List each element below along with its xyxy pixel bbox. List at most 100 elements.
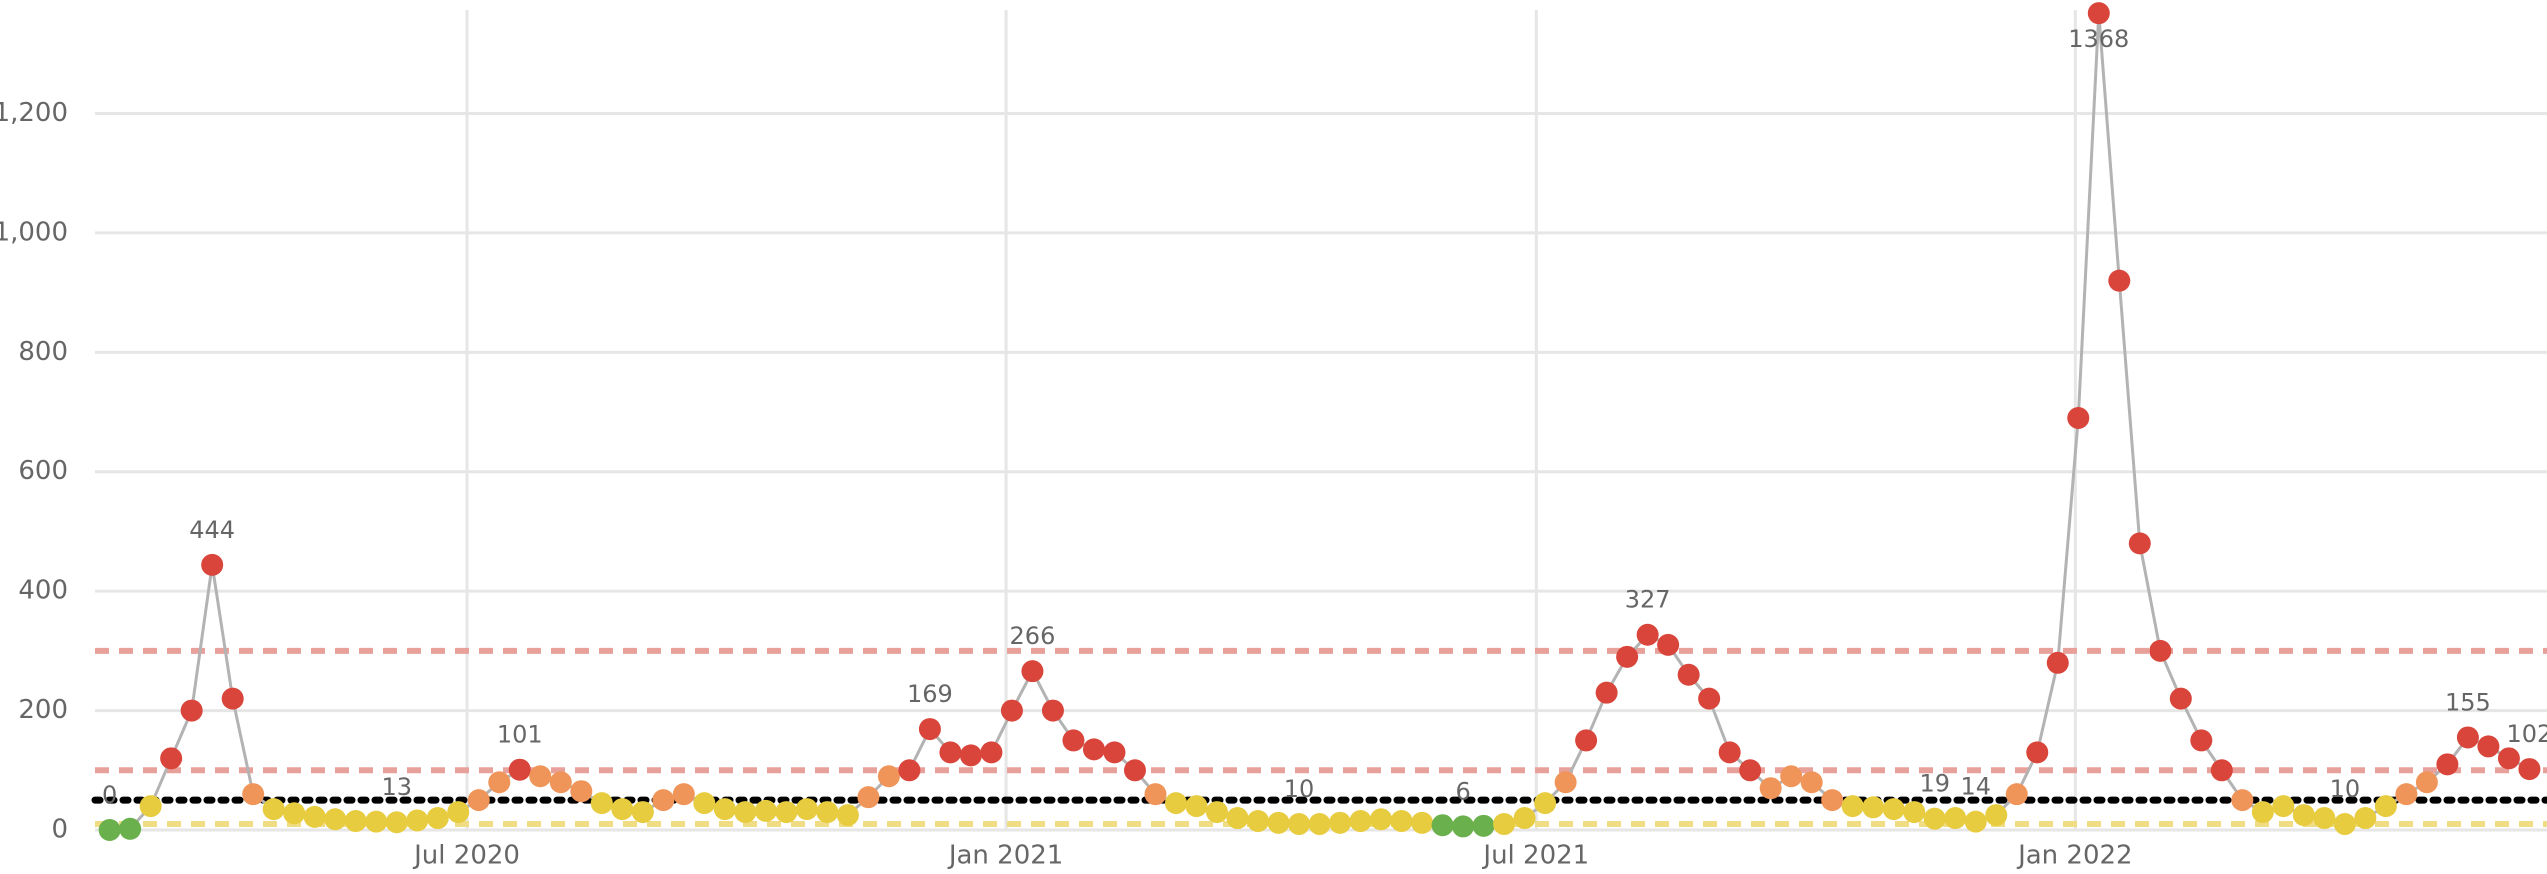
data-point xyxy=(201,553,224,576)
data-point xyxy=(406,809,429,832)
data-point xyxy=(2251,801,2274,824)
data-point xyxy=(2497,747,2520,770)
data-point xyxy=(1821,789,1844,812)
data-label: 1368 xyxy=(2068,25,2129,53)
data-point xyxy=(1226,807,1249,830)
data-point xyxy=(1390,810,1413,833)
data-label: 10 xyxy=(2330,775,2361,803)
data-point xyxy=(1308,813,1331,836)
data-point xyxy=(2067,407,2090,429)
data-point xyxy=(1882,798,1905,821)
data-point xyxy=(1123,759,1146,782)
data-point xyxy=(980,741,1003,764)
x-tick-label: Jul 2020 xyxy=(412,841,520,871)
data-label: 0 xyxy=(102,781,117,809)
data-point xyxy=(221,687,244,710)
data-point xyxy=(1472,814,1495,837)
data-point xyxy=(1575,729,1598,752)
data-point xyxy=(590,792,613,815)
data-point xyxy=(1370,808,1393,831)
data-point xyxy=(2108,269,2131,292)
data-point xyxy=(1944,807,1967,830)
y-tick-label: 0 xyxy=(51,815,68,845)
data-point xyxy=(160,747,183,770)
y-tick-label: 800 xyxy=(18,337,68,367)
data-point xyxy=(2333,813,2356,836)
data-point xyxy=(836,804,859,827)
data-point xyxy=(242,783,265,806)
data-point xyxy=(1041,699,1064,722)
data-point xyxy=(2026,741,2049,764)
data-point xyxy=(2456,726,2479,749)
data-point xyxy=(2436,753,2459,776)
data-point xyxy=(139,795,162,818)
data-point xyxy=(1452,815,1475,838)
data-point xyxy=(365,810,388,833)
data-point xyxy=(857,786,880,809)
data-point xyxy=(1903,801,1926,824)
data-label: 102 xyxy=(2507,720,2547,748)
y-tick-label: 600 xyxy=(18,456,68,486)
y-tick-label: 400 xyxy=(18,576,68,606)
data-point xyxy=(426,807,449,830)
data-label: 266 xyxy=(1010,622,1056,650)
data-point xyxy=(2169,687,2192,710)
data-point xyxy=(1062,729,1085,752)
data-point xyxy=(1862,796,1885,819)
y-tick-label: 200 xyxy=(18,695,68,725)
data-point xyxy=(2128,532,2151,555)
data-point xyxy=(1493,813,1516,836)
data-point xyxy=(631,801,654,824)
data-point xyxy=(734,801,757,824)
data-point xyxy=(1698,687,1721,710)
data-label: 101 xyxy=(497,721,543,749)
data-point xyxy=(2005,783,2028,806)
data-point xyxy=(1329,811,1352,834)
data-label: 169 xyxy=(907,680,953,708)
data-point xyxy=(1185,795,1208,818)
data-point xyxy=(652,789,675,812)
data-point xyxy=(672,783,695,806)
data-point xyxy=(2046,651,2069,674)
data-point xyxy=(2477,735,2500,758)
data-point xyxy=(344,810,367,833)
data-point xyxy=(1349,810,1372,833)
data-point xyxy=(1841,795,1864,818)
data-point xyxy=(1985,804,2008,827)
data-point xyxy=(1144,783,1167,806)
data-point xyxy=(1636,623,1659,646)
data-point xyxy=(1431,814,1454,837)
data-point xyxy=(1923,807,1946,830)
data-point xyxy=(1000,699,1023,722)
data-point xyxy=(1759,777,1782,800)
data-point xyxy=(2272,795,2295,818)
data-point xyxy=(1616,645,1639,668)
data-point xyxy=(959,744,982,767)
data-point xyxy=(877,765,900,788)
data-point xyxy=(918,718,941,741)
data-point xyxy=(754,799,777,822)
data-point xyxy=(1534,792,1557,815)
data-point xyxy=(467,789,490,812)
data-point xyxy=(816,801,839,824)
data-point xyxy=(2354,807,2377,830)
data-point xyxy=(1021,660,1044,683)
data-point xyxy=(2149,639,2172,662)
data-point xyxy=(795,798,818,821)
data-point xyxy=(385,811,408,834)
data-point xyxy=(1595,681,1618,704)
data-point xyxy=(1554,771,1577,794)
data-point xyxy=(775,801,798,824)
data-point xyxy=(447,801,470,824)
x-tick-label: Jan 2022 xyxy=(2016,841,2133,871)
data-point xyxy=(508,758,531,781)
data-point xyxy=(324,808,347,831)
data-point xyxy=(1411,811,1434,834)
data-point xyxy=(1677,663,1700,686)
data-point xyxy=(2518,758,2541,781)
data-point xyxy=(2190,729,2213,752)
data-point xyxy=(262,798,285,821)
data-point xyxy=(488,771,511,794)
data-point xyxy=(713,798,736,821)
